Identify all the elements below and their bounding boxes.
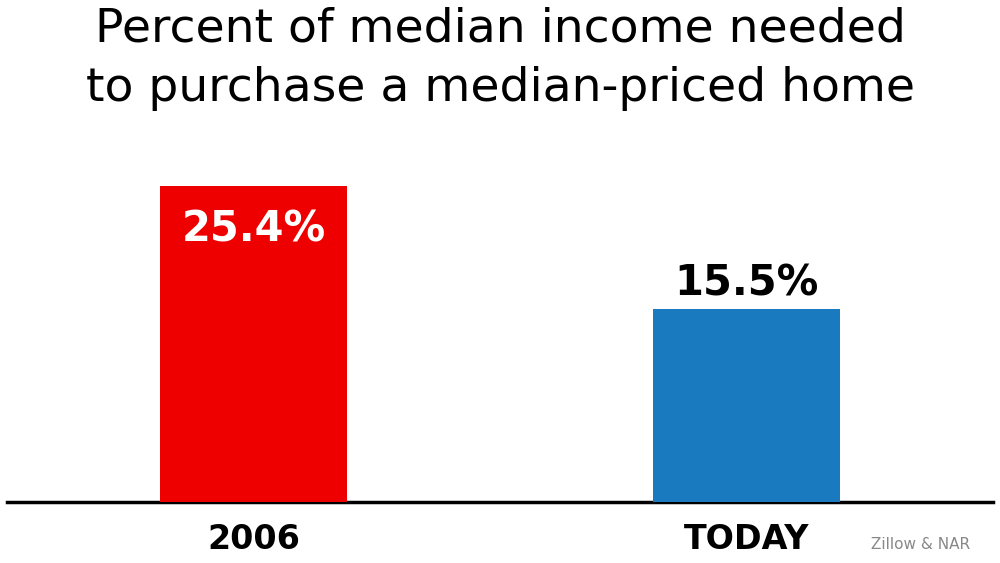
Title: Percent of median income needed
to purchase a median-priced home: Percent of median income needed to purch… bbox=[86, 7, 914, 111]
Text: Zillow & NAR: Zillow & NAR bbox=[871, 537, 970, 552]
Text: 15.5%: 15.5% bbox=[674, 262, 819, 304]
Bar bbox=[653, 309, 840, 502]
Bar bbox=[160, 186, 347, 502]
Text: 25.4%: 25.4% bbox=[181, 208, 326, 251]
